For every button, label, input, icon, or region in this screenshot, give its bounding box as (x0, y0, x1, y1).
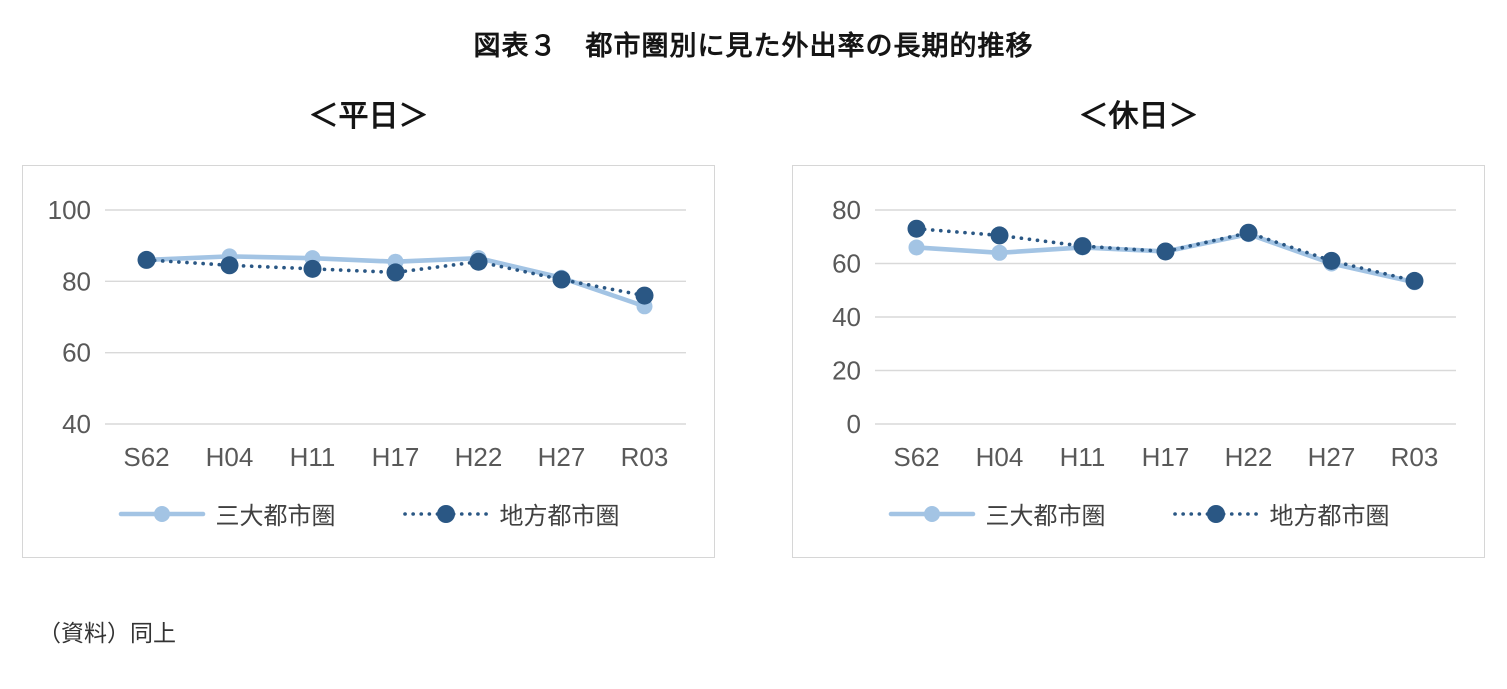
data-point-marker (1073, 237, 1092, 256)
x-tick-label: H22 (455, 442, 503, 472)
x-tick-label: H11 (290, 442, 336, 472)
data-point-marker (1405, 271, 1424, 290)
x-tick-label: H27 (538, 442, 586, 472)
page: 図表３ 都市圏別に見た外出率の長期的推移 ＜平日＞ 40 60 80 100 S62 H0… (0, 31, 1507, 646)
y-tick-label: 80 (832, 195, 861, 225)
y-tick-label: 20 (832, 356, 861, 386)
data-point-marker (137, 250, 156, 269)
source-note: （資料）同上 (38, 620, 176, 646)
y-tick-label: 60 (62, 338, 91, 368)
data-point-marker (907, 219, 926, 238)
x-tick-label: H27 (1308, 442, 1356, 472)
legend-item: 地方都市圏 (402, 496, 620, 531)
weekday-chart-block: ＜平日＞ 40 60 80 100 S62 H04 H11 H17 H22 H27 R03 三大都市… (22, 91, 715, 558)
legend-label: 三大都市圏 (985, 503, 1106, 530)
legend-item: 三大都市圏 (888, 496, 1106, 531)
holiday-chart-legend: 三大都市圏 地方都市圏 (793, 496, 1484, 531)
x-tick-label: S62 (893, 442, 939, 472)
dotted-line-marker-icon (402, 504, 489, 523)
x-tick-label: H11 (1060, 442, 1106, 472)
x-tick-label: H04 (206, 442, 254, 472)
x-tick-label: H17 (1142, 442, 1190, 472)
data-point-marker (552, 270, 571, 289)
data-point-marker (635, 286, 654, 305)
holiday-chart-block: ＜休日＞ 0 20 40 60 80 S62 H04 H11 H17 H22 H27 R03 三大都市… (792, 91, 1485, 558)
legend-label: 地方都市圏 (499, 503, 620, 530)
weekday-chart-legend: 三大都市圏 地方都市圏 (23, 496, 714, 531)
solid-line-marker-icon (118, 505, 205, 522)
x-tick-label: R03 (1391, 442, 1439, 472)
weekday-chart-title: ＜平日＞ (308, 100, 429, 133)
holiday-chart-title: ＜休日＞ (1078, 100, 1199, 133)
weekday-chart: 40 60 80 100 S62 H04 H11 H17 H22 H27 R03 三大都市圏 地方都市… (22, 165, 715, 558)
holiday-chart-canvas: 0 20 40 60 80 S62 H04 H11 H17 H22 H27 R03 (832, 195, 1456, 472)
y-tick-label: 40 (832, 302, 861, 332)
data-point-marker (1156, 242, 1175, 261)
data-point-marker (386, 263, 405, 282)
data-point-marker (220, 256, 239, 275)
legend-item: 三大都市圏 (118, 496, 336, 531)
solid-line-marker-icon (888, 505, 975, 522)
legend-label: 地方都市圏 (1269, 503, 1390, 530)
legend-item: 地方都市圏 (1172, 496, 1390, 531)
x-tick-label: R03 (621, 442, 669, 472)
data-point-marker (1322, 251, 1341, 270)
y-tick-label: 80 (62, 266, 91, 296)
x-tick-label: H22 (1225, 442, 1273, 472)
page-title: 図表３ 都市圏別に見た外出率の長期的推移 (473, 31, 1034, 61)
weekday-chart-canvas: 40 60 80 100 S62 H04 H11 H17 H22 H27 R03 (48, 195, 686, 472)
data-point-marker (469, 252, 488, 271)
data-point-marker (991, 244, 1008, 261)
data-point-marker (990, 226, 1009, 245)
y-tick-label: 0 (847, 409, 861, 439)
data-point-marker (908, 239, 925, 256)
y-tick-label: 100 (48, 195, 91, 225)
holiday-chart: 0 20 40 60 80 S62 H04 H11 H17 H22 H27 R03 三大都市圏 地方都市… (792, 165, 1485, 558)
data-point-marker (303, 259, 322, 278)
legend-label: 三大都市圏 (215, 503, 336, 530)
x-tick-label: S62 (123, 442, 169, 472)
dotted-line-marker-icon (1172, 504, 1259, 523)
y-tick-label: 40 (62, 409, 91, 439)
charts-row: ＜平日＞ 40 60 80 100 S62 H04 H11 H17 H22 H27 R03 三大都市… (0, 91, 1507, 558)
data-point-marker (1239, 223, 1258, 242)
x-tick-label: H17 (372, 442, 420, 472)
y-tick-label: 60 (832, 249, 861, 279)
x-tick-label: H04 (976, 442, 1024, 472)
